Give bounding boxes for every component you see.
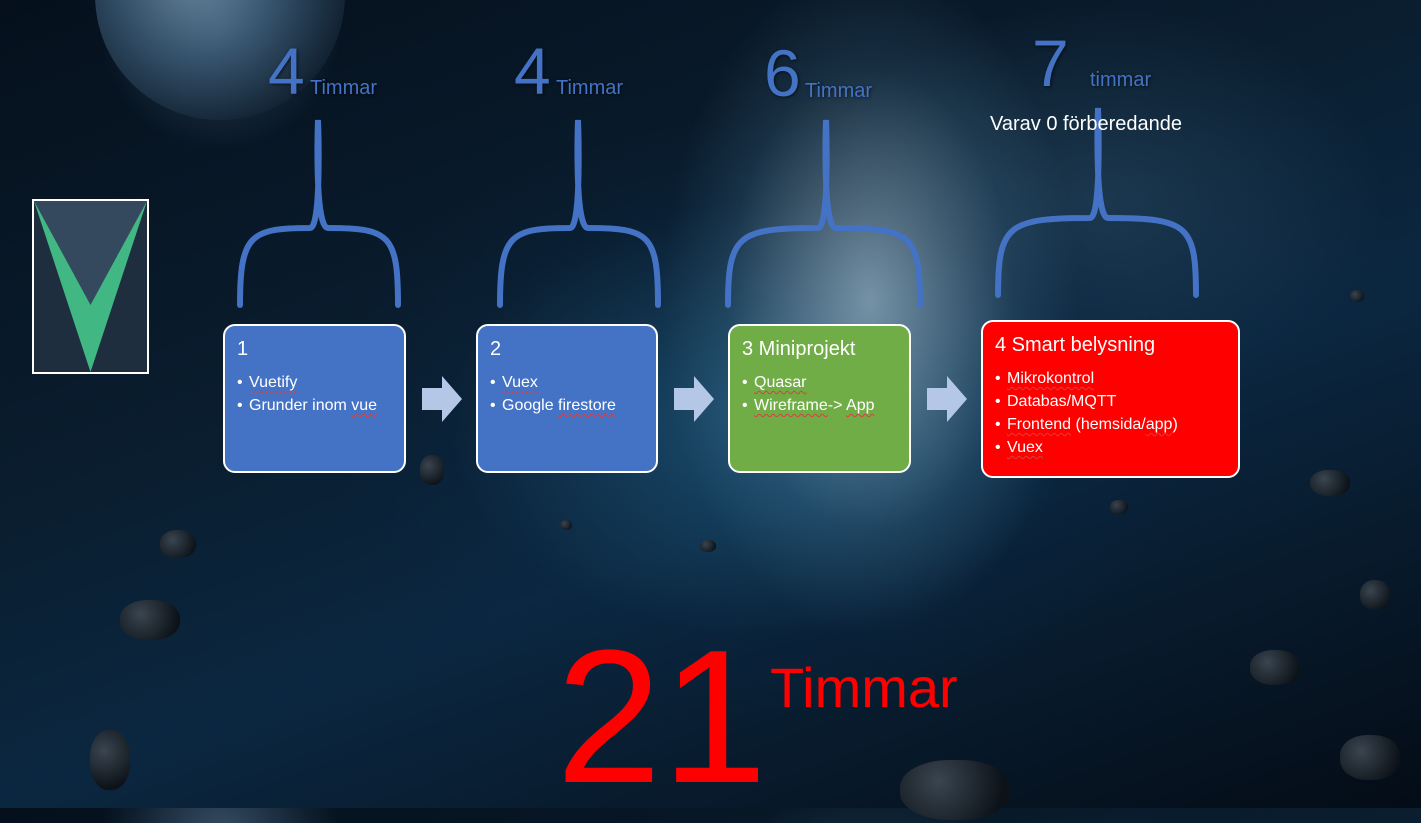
stage-box-3: 3 Miniprojekt Quasar Wireframe-> App	[728, 324, 911, 473]
vue-logo-dark	[34, 201, 147, 305]
brace-stage-1	[237, 119, 401, 308]
vue-logo	[32, 199, 149, 374]
list-item: Mikrokontrol	[995, 367, 1226, 390]
hours-unit-stage-1: Timmar	[310, 77, 378, 99]
right-arrow-icon	[927, 376, 967, 422]
asteroid-decoration	[1340, 735, 1400, 780]
list-item: Wireframe-> App	[742, 394, 897, 417]
stage-box-1: 1 Vuetify Grunder inom vue	[223, 324, 406, 473]
stage-item-list: Vuetify Grunder inom vue	[237, 371, 392, 417]
right-arrow-icon	[674, 376, 714, 422]
stage-title: 3 Miniprojekt	[742, 338, 856, 360]
asteroid-decoration	[1250, 650, 1300, 685]
stage-box-2: 2 Vuex Google firestore	[476, 324, 658, 473]
asteroid-decoration	[700, 540, 716, 552]
right-arrow-icon	[422, 376, 462, 422]
list-item: Google firestore	[490, 394, 644, 417]
brace-stage-3	[725, 119, 923, 308]
hours-value-stage-3: 6	[764, 36, 801, 110]
total-hours-value: 21	[556, 611, 768, 823]
list-item: Frontend (hemsida/app)	[995, 413, 1226, 436]
total-hours-unit: Timmar	[770, 656, 958, 719]
stage-title: 1	[237, 338, 249, 360]
asteroid-decoration	[1310, 470, 1350, 496]
hours-value-stage-2: 4	[514, 34, 551, 108]
preparation-note: Varav 0 förberedande	[990, 113, 1182, 135]
brace-stage-2	[497, 119, 661, 308]
asteroid-decoration	[160, 530, 196, 558]
asteroid-decoration	[120, 600, 180, 640]
stage-title: 4 Smart belysning	[995, 334, 1156, 356]
asteroid-decoration	[560, 520, 572, 530]
asteroid-decoration	[420, 455, 444, 485]
list-item: Grunder inom vue	[237, 394, 392, 417]
stage-item-list: Vuex Google firestore	[490, 371, 644, 417]
brace-layer	[237, 107, 1199, 308]
list-item: Vuex	[995, 436, 1226, 459]
list-item: Vuex	[490, 371, 644, 394]
asteroid-decoration	[90, 730, 130, 790]
hours-unit-stage-3: Timmar	[805, 80, 873, 102]
stage-item-list: Mikrokontrol Databas/MQTT Frontend (hems…	[995, 367, 1226, 459]
hours-unit-stage-4: timmar	[1090, 69, 1152, 91]
asteroid-decoration	[900, 760, 1010, 820]
asteroid-decoration	[1360, 580, 1390, 610]
brace-stage-4	[995, 107, 1199, 298]
hours-value-stage-1: 4	[268, 34, 305, 108]
stage-title: 2	[490, 338, 502, 360]
hours-unit-stage-2: Timmar	[556, 77, 624, 99]
stage-item-list: Quasar Wireframe-> App	[742, 371, 897, 417]
asteroid-decoration	[1350, 290, 1364, 302]
list-item: Vuetify	[237, 371, 392, 394]
list-item: Databas/MQTT	[995, 390, 1226, 413]
hours-value-stage-4: 7	[1032, 26, 1069, 100]
asteroid-decoration	[1110, 500, 1128, 514]
list-item: Quasar	[742, 371, 897, 394]
stage-box-4: 4 Smart belysning Mikrokontrol Databas/M…	[981, 320, 1240, 478]
vue-logo-icon	[34, 201, 147, 372]
